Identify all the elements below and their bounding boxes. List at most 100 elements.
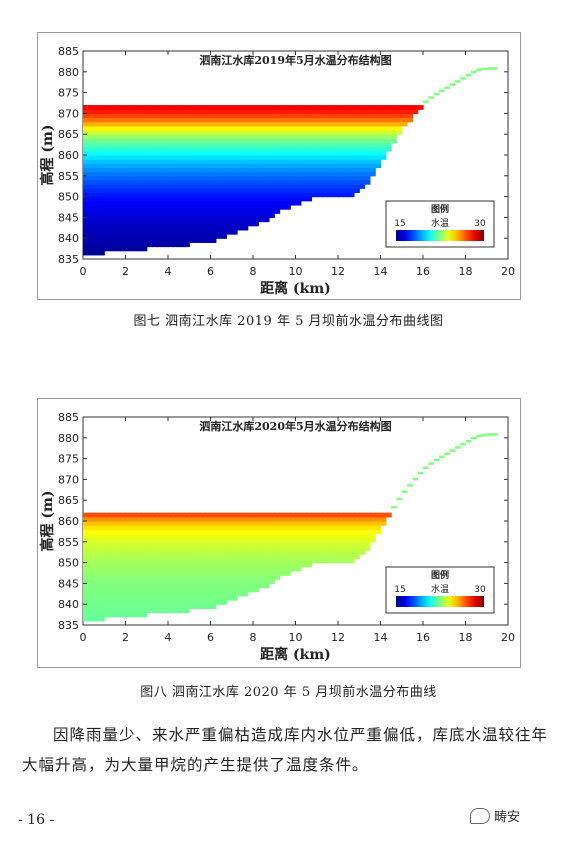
temperature-cell <box>168 579 174 584</box>
temperature-cell <box>88 591 95 597</box>
temperature-cell <box>316 192 323 198</box>
temperature-cell <box>120 566 127 572</box>
temperature-cell <box>247 159 254 164</box>
temperature-cell <box>385 146 392 152</box>
temperature-cell <box>311 533 318 539</box>
temperature-cell <box>152 146 158 152</box>
temperature-cell <box>88 562 95 568</box>
temperature-cell <box>104 242 111 248</box>
temperature-cell <box>194 138 201 144</box>
temperature-cell <box>247 163 254 169</box>
temperature-cell <box>300 125 307 131</box>
temperature-cell <box>146 562 153 568</box>
temperature-cell <box>88 217 95 223</box>
temperature-cell <box>83 150 89 156</box>
temperature-cell <box>290 163 297 169</box>
temperature-cell <box>83 562 89 568</box>
temperature-cell <box>369 113 376 119</box>
temperature-cell <box>247 537 254 543</box>
temperature-cell <box>109 221 116 227</box>
x-tick-label: 4 <box>165 265 172 278</box>
temperature-cell <box>88 545 95 551</box>
temperature-cell <box>136 179 143 185</box>
temperature-cell <box>247 554 254 560</box>
temperature-cell <box>157 200 164 206</box>
temperature-cell <box>88 550 95 555</box>
x-tick-label: 2 <box>122 631 129 644</box>
temperature-cell <box>284 121 291 127</box>
temperature-cell <box>98 105 105 110</box>
temperature-cell <box>268 175 275 181</box>
temperature-cell <box>162 591 169 597</box>
temperature-cell <box>194 566 201 572</box>
temperature-cell <box>162 192 169 198</box>
temperature-cell <box>300 558 307 564</box>
temperature-cell <box>306 196 313 202</box>
temperature-cell <box>178 200 185 206</box>
temperature-cell <box>353 167 360 173</box>
temperature-cell <box>120 533 127 539</box>
temperature-cell <box>237 134 243 139</box>
temperature-cell <box>247 516 254 522</box>
temperature-cell <box>130 117 137 123</box>
temperature-cell <box>226 525 233 530</box>
temperature-cell <box>152 234 158 239</box>
temperature-cell <box>83 204 89 210</box>
temperature-cell <box>183 541 190 547</box>
temperature-cell <box>98 554 105 560</box>
temperature-cell <box>316 171 323 177</box>
legend-label: 水温 <box>431 583 449 595</box>
temperature-cell <box>83 167 89 173</box>
river-cell <box>428 96 435 99</box>
temperature-cell <box>109 192 116 198</box>
temperature-cell <box>338 155 344 160</box>
temperature-cell <box>93 566 100 572</box>
temperature-cell <box>93 125 100 131</box>
temperature-cell <box>284 525 291 530</box>
temperature-cell <box>407 113 413 119</box>
temperature-cell <box>237 155 243 160</box>
temperature-cell <box>120 209 127 214</box>
temperature-cell <box>242 138 249 144</box>
temperature-cell <box>268 200 275 206</box>
temperature-cell <box>183 225 190 231</box>
temperature-cell <box>306 521 313 526</box>
temperature-cell <box>130 579 137 584</box>
temperature-cell <box>343 142 350 148</box>
temperature-cell <box>114 234 121 239</box>
temperature-cell <box>210 163 217 169</box>
temperature-cell <box>215 209 222 214</box>
temperature-cell <box>162 554 169 560</box>
temperature-cell <box>157 234 164 239</box>
temperature-cell <box>157 192 164 198</box>
temperature-cell <box>93 554 100 560</box>
temperature-cell <box>162 587 169 593</box>
temperature-cell <box>348 121 355 127</box>
temperature-cell <box>173 200 180 206</box>
temperature-cell <box>146 595 153 601</box>
temperature-cell <box>263 159 270 164</box>
x-tick-label: 0 <box>80 265 87 278</box>
temperature-cell <box>226 150 233 156</box>
temperature-cell <box>199 146 206 152</box>
temperature-cell <box>226 134 233 139</box>
temperature-cell <box>253 113 259 119</box>
temperature-cell <box>210 171 217 177</box>
temperature-cell <box>141 529 148 535</box>
temperature-cell <box>311 130 318 135</box>
wechat-icon <box>470 807 490 824</box>
temperature-cell <box>125 246 132 252</box>
temperature-cell <box>125 217 132 223</box>
temperature-cell <box>88 537 95 543</box>
temperature-cell <box>130 179 137 185</box>
temperature-cell <box>242 587 249 593</box>
temperature-cell <box>98 171 105 177</box>
temperature-cell <box>88 229 95 235</box>
temperature-cell <box>215 196 222 202</box>
temperature-cell <box>178 142 185 148</box>
temperature-cell <box>263 184 270 189</box>
temperature-cell <box>136 575 143 580</box>
temperature-cell <box>348 516 355 522</box>
temperature-cell <box>284 550 291 555</box>
temperature-cell <box>316 188 323 194</box>
